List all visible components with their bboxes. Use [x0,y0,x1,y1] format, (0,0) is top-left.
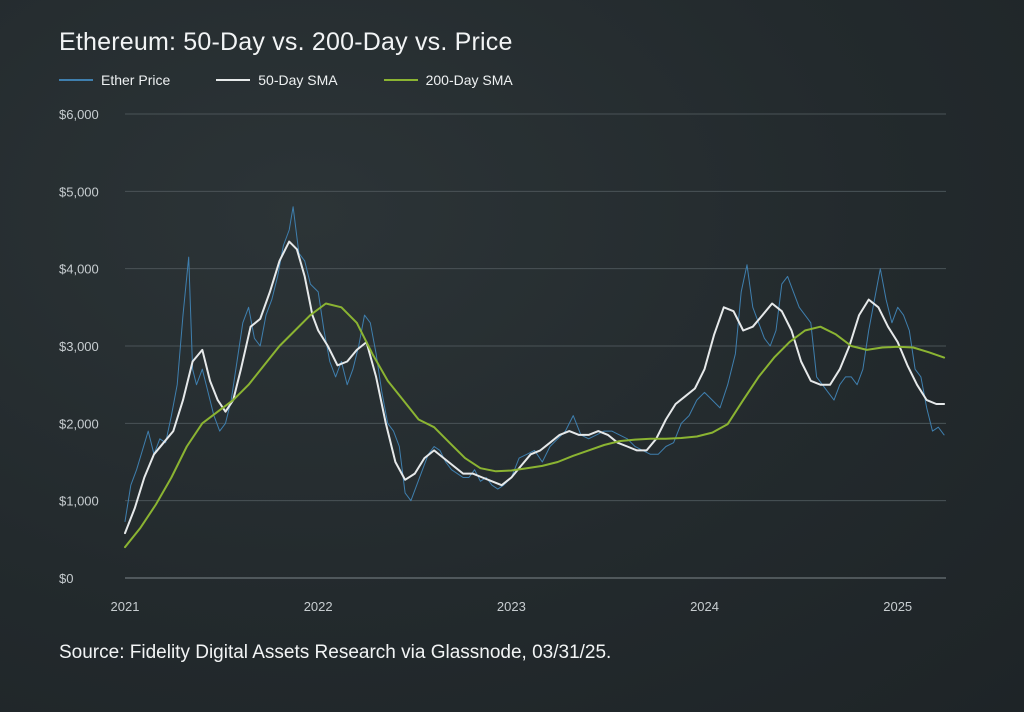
series-line-50-day-sma [124,240,946,535]
legend-item-50-day-sma: 50-Day SMA [216,72,338,88]
chart-title: Ethereum: 50-Day vs. 200-Day vs. Price [59,28,513,56]
y-tick-label: $0 [59,571,73,586]
legend-item-ether-price: Ether Price [59,72,170,88]
y-tick-label: $5,000 [59,184,99,199]
y-tick-label: $2,000 [59,416,99,431]
legend-swatch-200-day-sma [383,79,418,81]
x-tick-label: 2025 [883,599,912,614]
x-tick-label: 2022 [304,599,333,614]
y-tick-label: $6,000 [59,107,99,122]
x-tick-label: 2024 [690,599,719,614]
legend-item-200-day-sma: 200-Day SMA [383,72,513,88]
y-tick-label: $1,000 [59,494,99,509]
x-tick-label: 2023 [497,599,526,614]
legend-swatch-50-day-sma [216,79,251,81]
series-line-ether-price [124,206,945,522]
legend-label-200-day-sma: 200-Day SMA [425,72,513,88]
chart-legend: Ether Price 50-Day SMA 200-Day SMA [59,72,559,88]
legend-label-ether-price: Ether Price [101,72,171,88]
legend-swatch-ether-price [59,79,93,81]
y-tick-label: $4,000 [59,262,99,277]
source-note: Source: Fidelity Digital Assets Research… [59,642,612,663]
series-line-200-day-sma [124,302,946,549]
x-tick-label: 2021 [111,599,140,614]
y-tick-label: $3,000 [59,339,99,354]
legend-label-50-day-sma: 50-Day SMA [258,72,338,88]
